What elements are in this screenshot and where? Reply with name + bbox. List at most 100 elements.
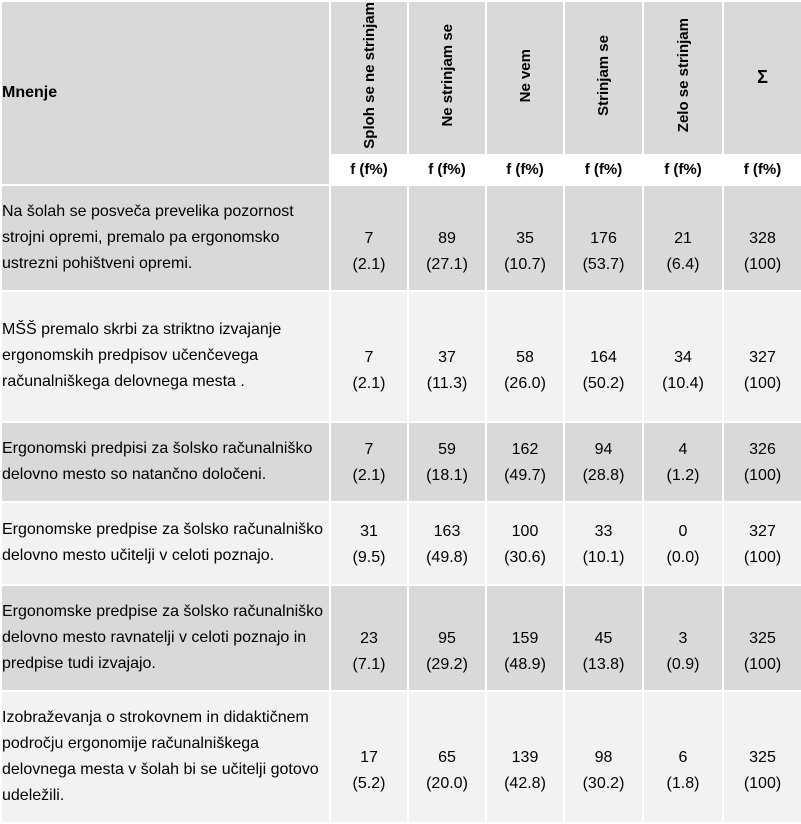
table-row: Ergonomske predpise za šolsko računalniš…	[0, 583, 801, 692]
frequency: 35	[516, 230, 534, 248]
value-cell: 164 (50.2)	[563, 289, 644, 423]
value-cell: 98 (30.2)	[563, 689, 644, 824]
value-cell: 159 (48.9)	[485, 583, 565, 692]
value-cell: 94 (28.8)	[563, 420, 644, 503]
column-header-strongly-disagree: Sploh se ne strinjam	[329, 0, 409, 156]
percentage: (48.9)	[504, 656, 546, 674]
subheader-cell: f (f%)	[563, 153, 644, 186]
value-cell: 33 (10.1)	[563, 500, 644, 586]
value-cell: 325 (100)	[722, 689, 801, 824]
frequency: 327	[749, 348, 776, 366]
percentage: (10.4)	[662, 374, 704, 392]
frequency: 162	[511, 441, 539, 459]
percentage: (26.0)	[504, 374, 546, 392]
value-cell: 163 (49.8)	[407, 500, 487, 586]
frequency: 7	[364, 348, 374, 366]
value-cell: 139 (42.8)	[485, 689, 565, 824]
subheader-cell: f (f%)	[642, 153, 724, 186]
statement-text: Izobraževanja o strokovnem in didaktične…	[0, 689, 331, 824]
percentage: (49.7)	[504, 467, 546, 485]
column-header-agree: Strinjam se	[563, 0, 644, 156]
frequency: 0	[678, 522, 688, 540]
percentage: (100)	[743, 548, 782, 566]
frequency: 45	[594, 630, 613, 648]
frequency: 58	[516, 348, 534, 366]
value-cell: 7 (2.1)	[329, 183, 409, 292]
percentage: (100)	[743, 467, 782, 485]
percentage: (100)	[743, 656, 782, 674]
value-cell: 37 (11.3)	[407, 289, 487, 423]
frequency: 325	[749, 749, 776, 767]
frequency: 34	[674, 348, 692, 366]
statement-text: Na šolah se posveča prevelika pozornost …	[0, 183, 331, 292]
table-row: Na šolah se posveča prevelika pozornost …	[0, 183, 801, 292]
value-cell: 3 (0.9)	[642, 583, 724, 692]
value-cell: 6 (1.8)	[642, 689, 724, 824]
percentage: (0.9)	[666, 656, 700, 674]
percentage: (2.1)	[352, 256, 386, 274]
frequency: 59	[438, 441, 456, 459]
frequency: 17	[360, 749, 378, 767]
percentage: (100)	[743, 374, 782, 392]
frequency: 31	[360, 522, 378, 540]
statement-text: Ergonomske predpise za šolsko računalniš…	[0, 583, 331, 692]
column-header-dont-know: Ne vem	[485, 0, 565, 156]
frequency: 163	[433, 522, 461, 540]
column-header-strongly-agree: Zelo se strinjam	[642, 0, 724, 156]
frequency: 7	[364, 441, 374, 459]
percentage: (49.8)	[426, 548, 468, 566]
percentage: (53.7)	[582, 256, 625, 274]
frequency: 139	[511, 749, 539, 767]
percentage: (29.2)	[426, 656, 468, 674]
frequency: 7	[364, 230, 374, 248]
frequency: 21	[674, 230, 692, 248]
percentage: (30.6)	[504, 548, 546, 566]
value-cell: 34 (10.4)	[642, 289, 724, 423]
statement-text: MŠŠ premalo skrbi za striktno izvajanje …	[0, 289, 331, 423]
subheader-cell: f (f%)	[485, 153, 565, 186]
value-cell: 45 (13.8)	[563, 583, 644, 692]
frequency: 327	[749, 522, 776, 540]
frequency: 325	[749, 630, 776, 648]
value-cell: 326 (100)	[722, 420, 801, 503]
frequency: 164	[590, 348, 617, 366]
frequency: 326	[749, 441, 776, 459]
statement-text: Ergonomske predpise za šolsko računalniš…	[0, 500, 331, 586]
frequency: 328	[749, 230, 776, 248]
percentage: (6.4)	[666, 256, 700, 274]
percentage: (50.2)	[582, 374, 625, 392]
value-cell: 58 (26.0)	[485, 289, 565, 423]
value-cell: 89 (27.1)	[407, 183, 487, 292]
percentage: (7.1)	[352, 656, 386, 674]
value-cell: 327 (100)	[722, 500, 801, 586]
value-cell: 21 (6.4)	[642, 183, 724, 292]
table-row: MŠŠ premalo skrbi za striktno izvajanje …	[0, 289, 801, 423]
percentage: (20.0)	[426, 775, 468, 793]
frequency: 23	[360, 630, 378, 648]
subheader-cell: f (f%)	[329, 153, 409, 186]
column-label: Sploh se ne strinjam	[360, 2, 378, 149]
percentage: (18.1)	[426, 467, 468, 485]
column-label: Ne vem	[516, 48, 534, 103]
value-cell: 23 (7.1)	[329, 583, 409, 692]
value-cell: 35 (10.7)	[485, 183, 565, 292]
value-cell: 325 (100)	[722, 583, 801, 692]
frequency: 6	[678, 749, 688, 767]
percentage: (9.5)	[352, 548, 386, 566]
frequency: 3	[678, 630, 688, 648]
frequency: 37	[438, 348, 456, 366]
table-row: Izobraževanja o strokovnem in didaktične…	[0, 689, 801, 824]
percentage: (30.2)	[582, 775, 625, 793]
value-cell: 162 (49.7)	[485, 420, 565, 503]
value-cell: 328 (100)	[722, 183, 801, 292]
value-cell: 31 (9.5)	[329, 500, 409, 586]
percentage: (10.7)	[504, 256, 546, 274]
frequency: 33	[594, 522, 613, 540]
percentage: (0.0)	[666, 548, 700, 566]
value-cell: 7 (2.1)	[329, 420, 409, 503]
frequency: 95	[438, 630, 456, 648]
percentage: (5.2)	[352, 775, 386, 793]
frequency: 159	[511, 630, 539, 648]
column-label: Zelo se strinjam	[674, 18, 692, 133]
